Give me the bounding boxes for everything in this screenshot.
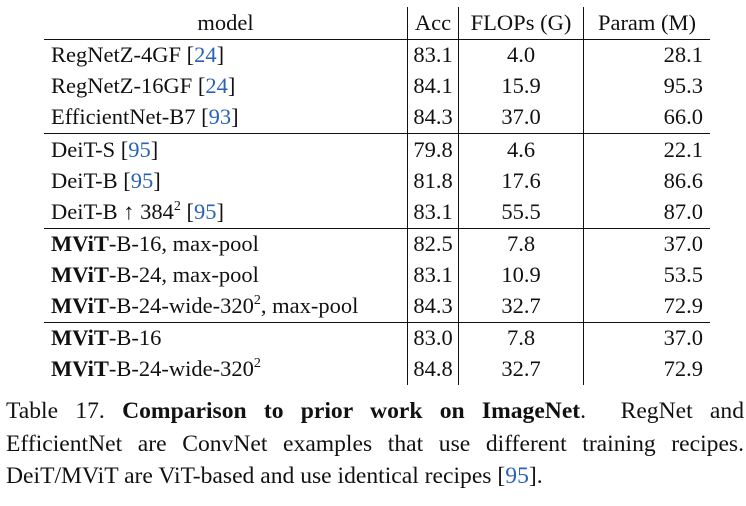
acc-cell: 83.1 bbox=[407, 39, 459, 72]
model-name: DeiT-B ↑ 384 bbox=[51, 198, 174, 224]
header-param: Param (M) bbox=[583, 7, 710, 40]
model-cell: DeiT-B ↑ 3842 [95] bbox=[51, 198, 225, 224]
header-flops: FLOPs (G) bbox=[458, 7, 584, 40]
model-name-bold: MViT bbox=[51, 261, 109, 287]
model-cell: EfficientNet-B7 [93] bbox=[51, 104, 239, 130]
table-caption: Table 17. Comparison to prior work on Im… bbox=[6, 398, 744, 489]
flops-cell: 32.7 bbox=[458, 290, 584, 323]
flops-cell: 32.7 bbox=[458, 353, 584, 386]
param-cell: 87.0 bbox=[583, 196, 710, 229]
table-row: DeiT-B [95] 81.8 17.6 86.6 bbox=[44, 165, 710, 197]
acc-cell: 84.3 bbox=[407, 102, 459, 134]
table-body: RegNetZ-4GF [24] 83.1 4.0 28.1 RegNetZ-16GF … bbox=[44, 39, 710, 386]
model-superscript: 2 bbox=[253, 356, 261, 372]
model-name-bold: MViT bbox=[51, 325, 109, 351]
citation-link[interactable]: 93 bbox=[208, 104, 232, 130]
acc-cell: 82.5 bbox=[407, 227, 459, 260]
caption-citation-link[interactable]: 95 bbox=[505, 463, 529, 489]
flops-cell: 4.6 bbox=[458, 133, 584, 166]
citation-link[interactable]: 95 bbox=[128, 136, 151, 162]
model-superscript: 2 bbox=[173, 198, 181, 214]
caption-end: . bbox=[536, 463, 543, 489]
param-cell: 37.0 bbox=[583, 321, 710, 354]
model-name-bold: MViT bbox=[51, 293, 109, 319]
header-model: model bbox=[44, 7, 408, 40]
model-name: RegNetZ-4GF bbox=[51, 42, 181, 68]
param-cell: 37.0 bbox=[583, 227, 710, 260]
model-cell: DeiT-S [95] bbox=[44, 133, 408, 166]
results-table: model Acc FLOPs (G) Param (M) RegNetZ-4G… bbox=[44, 7, 710, 386]
model-cell: MViT-B-24, max-pool bbox=[44, 260, 408, 291]
param-cell: 72.9 bbox=[583, 353, 710, 386]
model-cell: MViT-B-24-wide-3202, max-pool bbox=[44, 291, 408, 323]
flops-cell: 17.6 bbox=[458, 165, 584, 197]
table-row: MViT-B-24, max-pool 83.1 10.9 53.5 bbox=[44, 259, 710, 291]
table-row: DeiT-B ↑ 3842 [95] 83.1 55.5 87.0 bbox=[44, 196, 710, 229]
model-name-tail: , max-pool bbox=[260, 293, 359, 319]
header-acc: Acc bbox=[407, 7, 459, 40]
model-name-bold: MViT bbox=[51, 356, 109, 382]
model-name: EfficientNet-B7 bbox=[51, 104, 196, 130]
param-cell: 86.6 bbox=[583, 165, 710, 197]
flops-cell: 37.0 bbox=[458, 102, 584, 134]
flops-cell: 10.9 bbox=[458, 259, 584, 291]
acc-cell: 84.8 bbox=[407, 353, 459, 386]
acc-cell: 84.1 bbox=[407, 71, 459, 103]
model-name: DeiT-B bbox=[51, 167, 118, 193]
citation-link[interactable]: 95 bbox=[194, 198, 217, 224]
param-cell: 72.9 bbox=[583, 290, 710, 323]
table-row: MViT-B-24-wide-3202 84.8 32.7 72.9 bbox=[44, 353, 710, 386]
model-cell: DeiT-B [95] bbox=[51, 167, 161, 193]
caption-body: RegNet and EfficientNet are ConvNet exam… bbox=[6, 398, 744, 489]
flops-cell: 15.9 bbox=[458, 71, 584, 103]
caption-title-end: . bbox=[580, 398, 587, 424]
acc-cell: 83.1 bbox=[407, 259, 459, 291]
caption-label: Table 17. bbox=[6, 398, 105, 424]
model-name: DeiT-S bbox=[51, 136, 116, 162]
model-name-rest: -B-24-wide-320 bbox=[108, 356, 254, 382]
model-cell: MViT-B-24-wide-3202 bbox=[44, 354, 408, 385]
model-name-rest: -B-24-wide-320 bbox=[108, 293, 254, 319]
model-cell: MViT-B-16 bbox=[44, 321, 408, 354]
flops-cell: 7.8 bbox=[458, 227, 584, 260]
table-row: EfficientNet-B7 [93] 84.3 37.0 66.0 bbox=[44, 102, 710, 134]
flops-cell: 7.8 bbox=[458, 321, 584, 354]
flops-cell: 4.0 bbox=[458, 39, 584, 72]
model-name-rest: -B-24, max-pool bbox=[108, 261, 259, 287]
model-name-rest: -B-16, max-pool bbox=[108, 230, 259, 256]
model-superscript: 2 bbox=[253, 293, 261, 309]
table-row: MViT-B-16, max-pool 82.5 7.8 37.0 bbox=[44, 227, 710, 260]
model-cell: RegNetZ-4GF [24] bbox=[44, 39, 408, 72]
param-cell: 28.1 bbox=[583, 39, 710, 72]
caption-title: Comparison to prior work on ImageNet bbox=[122, 398, 581, 424]
param-cell: 66.0 bbox=[583, 102, 710, 134]
table-row: RegNetZ-16GF [24] 84.1 15.9 95.3 bbox=[44, 71, 710, 103]
model-name-rest: -B-16 bbox=[108, 325, 162, 351]
acc-cell: 83.1 bbox=[407, 196, 459, 229]
flops-cell: 55.5 bbox=[458, 196, 584, 229]
param-cell: 22.1 bbox=[583, 133, 710, 166]
model-name-bold: MViT bbox=[51, 230, 109, 256]
table-row: MViT-B-24-wide-3202, max-pool 84.3 32.7 72.… bbox=[44, 290, 710, 323]
citation-link[interactable]: 24 bbox=[205, 73, 228, 99]
model-cell: RegNetZ-16GF [24] bbox=[51, 73, 236, 99]
param-cell: 53.5 bbox=[583, 259, 710, 291]
acc-cell: 79.8 bbox=[407, 133, 459, 166]
table-row: MViT-B-16 83.0 7.8 37.0 bbox=[44, 321, 710, 354]
model-name: RegNetZ-16GF bbox=[51, 73, 193, 99]
citation-link[interactable]: 24 bbox=[194, 42, 217, 68]
param-cell: 95.3 bbox=[583, 71, 710, 103]
acc-cell: 84.3 bbox=[407, 290, 459, 323]
table-header-row: model Acc FLOPs (G) Param (M) bbox=[44, 7, 710, 40]
acc-cell: 81.8 bbox=[407, 165, 459, 197]
acc-cell: 83.0 bbox=[407, 321, 459, 354]
table-row: DeiT-S [95] 79.8 4.6 22.1 bbox=[44, 133, 710, 166]
model-cell: MViT-B-16, max-pool bbox=[44, 227, 408, 260]
citation-link[interactable]: 95 bbox=[130, 167, 154, 193]
table-row: RegNetZ-4GF [24] 83.1 4.0 28.1 bbox=[44, 39, 710, 72]
